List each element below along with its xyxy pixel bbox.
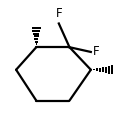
Text: F: F	[93, 46, 100, 58]
Text: F: F	[56, 7, 62, 20]
